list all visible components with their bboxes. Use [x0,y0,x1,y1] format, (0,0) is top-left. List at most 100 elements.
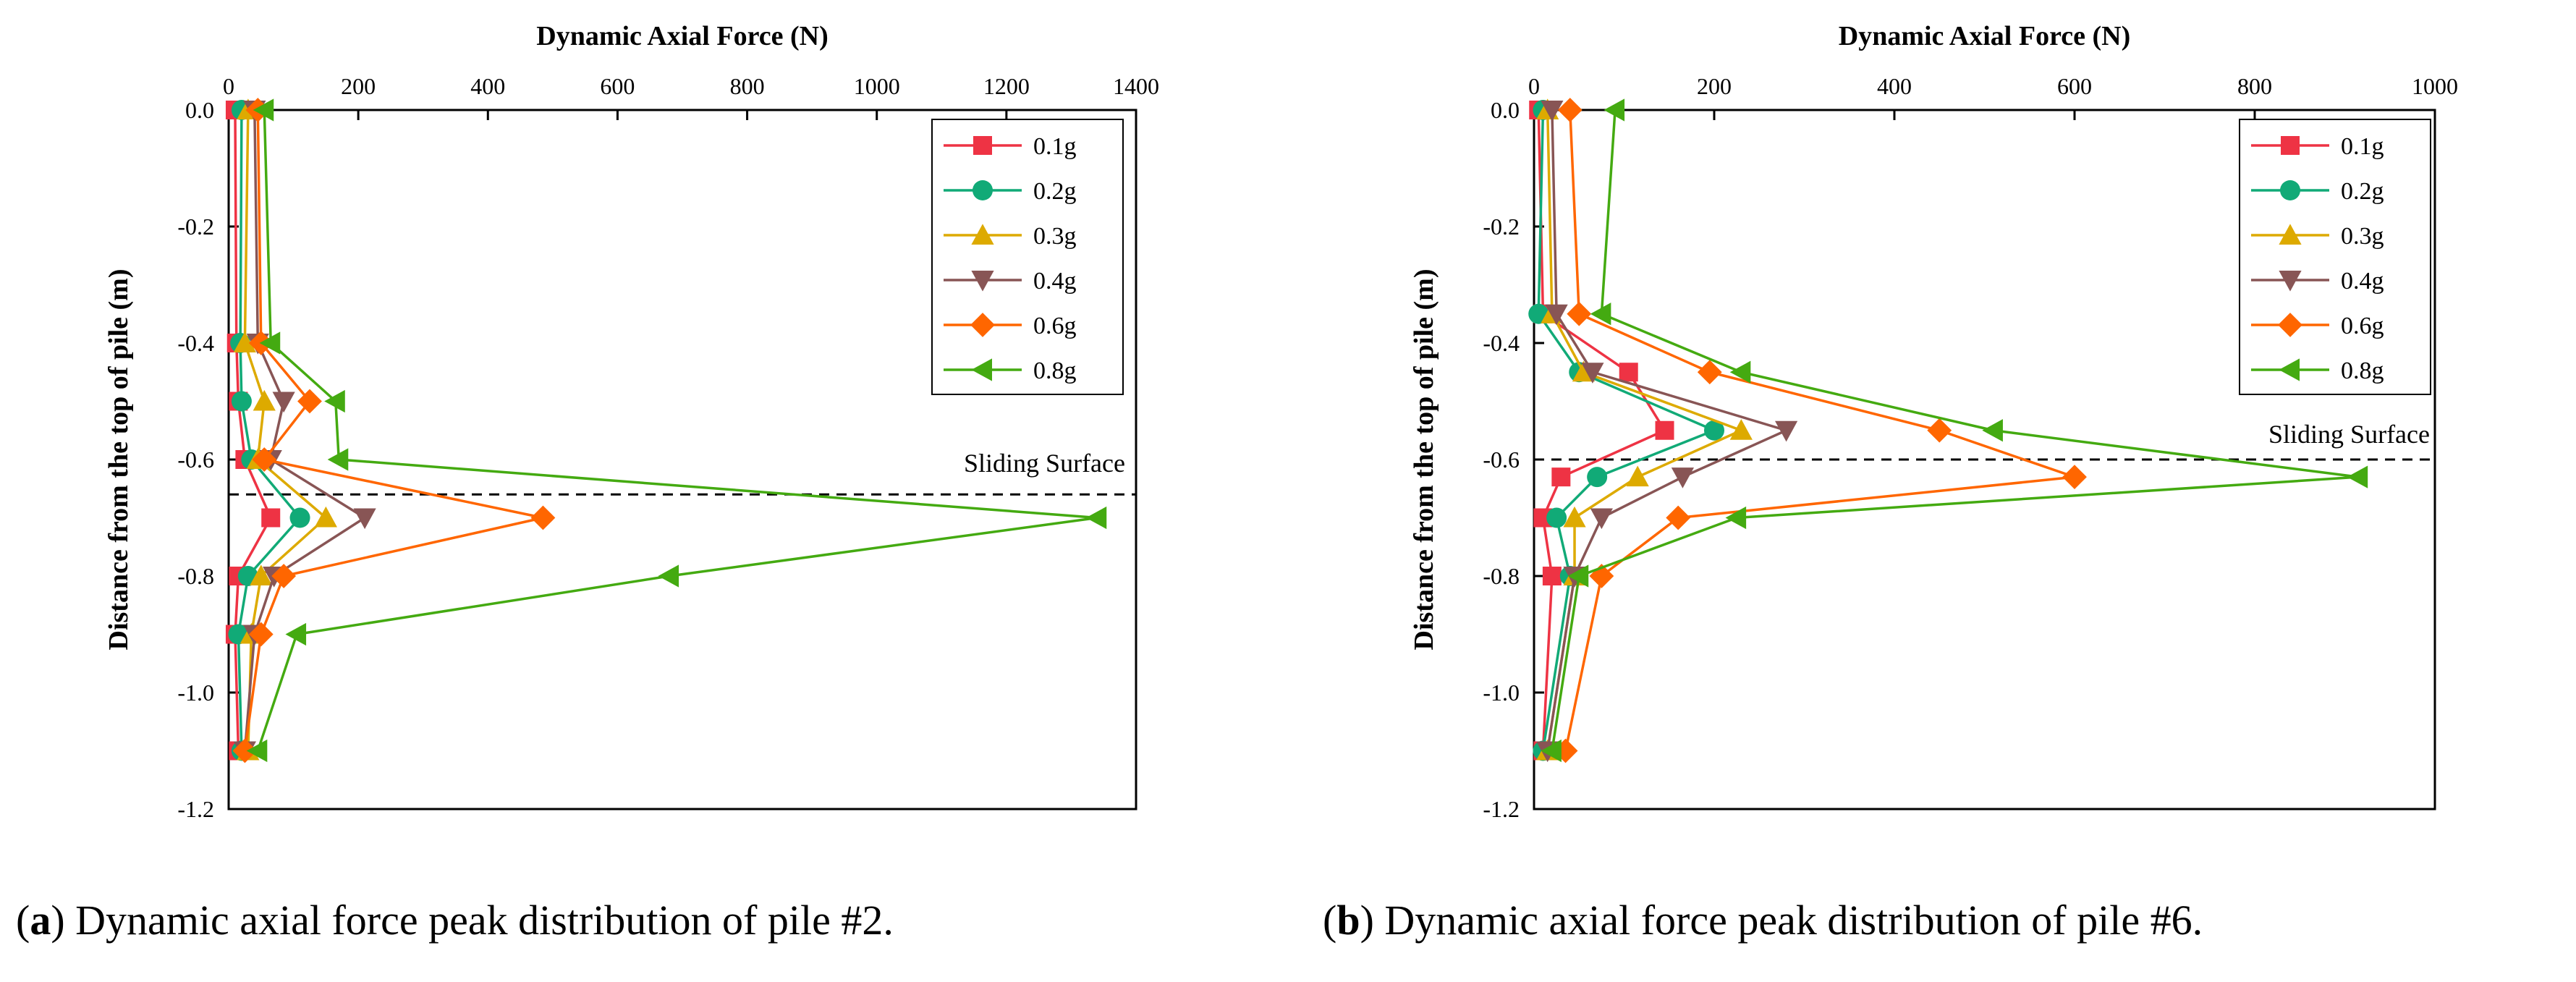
y-tick-label: -0.6 [1483,446,1520,473]
data-point-0.8g [1982,419,2003,442]
y-tick-label: 0.0 [1491,97,1520,123]
x-tick-label: 400 [1877,73,1912,99]
data-point-0.6g [1697,360,1722,385]
data-point-0.8g [246,739,268,763]
data-point-0.4g [272,391,295,413]
data-point-0.2g [231,391,252,412]
series-line-0.4g [243,109,366,751]
x-tick-label: 1000 [2412,73,2458,99]
data-point-0.4g [353,508,376,530]
legend-label-0.1g: 0.1g [2341,133,2384,160]
legend-label-0.3g: 0.3g [2341,223,2384,250]
y-tick-label: -0.8 [177,563,214,589]
data-point-0.8g [327,448,349,471]
caption-b-text: Dynamic axial force peak distribution of… [1384,897,2203,944]
data-point-0.1g [261,508,281,528]
y-axis-title: Distance from the top of pile (m) [103,269,134,651]
data-point-0.4g [1775,420,1798,442]
chart-panel-a: 0 200 400 600 800 1000 1200 1400 0.0 -0.2 -0.4 -0.6… [103,21,1159,822]
legend-label-0.6g: 0.6g [2341,313,2384,339]
legend-label-0.1g: 0.1g [1033,133,1077,160]
legend-label-0.4g: 0.4g [1033,268,1077,295]
sliding-surface-label: Sliding Surface [2268,420,2430,449]
y-tick-label: -1.0 [1483,680,1520,706]
data-point-0.8g [1729,360,1751,384]
legend-label-0.6g: 0.6g [1033,313,1077,339]
data-point-0.8g [1725,506,1747,530]
data-point-0.1g [1551,467,1571,487]
series-line-0.8g [1551,109,2360,751]
data-point-0.1g [1655,420,1674,440]
legend-box [931,119,1124,395]
legend-label-0.2g: 0.2g [1033,178,1077,205]
legend-marker-0.3g [2279,224,2302,245]
y-tick-label: -0.2 [1483,213,1520,240]
x-axis-title: Dynamic Axial Force (N) [1839,21,2131,51]
data-point-0.6g [271,564,297,588]
chart-panel-b: 0 200 400 600 800 1000 0.0 -0.2 -0.4 -0.6 -0.8 -1.0… [1409,21,2458,822]
data-point-0.6g [530,505,556,530]
legend-marker-0.6g [970,313,995,337]
x-tick-label: 1000 [854,73,900,99]
series-line-0.6g [1564,109,2076,751]
y-tick-label: -0.8 [1483,563,1520,589]
sliding-surface-label: Sliding Surface [964,449,1125,478]
data-point-0.3g [1626,465,1649,487]
legend-marker-0.6g [2278,313,2302,337]
data-point-0.8g [324,389,345,413]
y-tick-label: -0.4 [177,330,214,356]
data-point-0.6g [1666,505,1691,530]
caption-b-letter: b [1336,897,1360,944]
legend-marker-0.8g [971,358,992,381]
y-tick-label: -0.2 [177,213,214,240]
series-line-0.3g [243,109,328,751]
legend-marker-0.8g [2279,358,2300,381]
series-line-0.6g [243,109,545,751]
data-point-0.8g [1085,506,1107,530]
legend-marker-0.2g [2280,180,2300,200]
data-point-0.6g [248,622,274,647]
y-tick-label: -1.2 [177,796,214,822]
legend-label-0.4g: 0.4g [2341,268,2384,295]
x-tick-label: 600 [2057,73,2092,99]
x-tick-label: 1400 [1113,73,1159,99]
x-tick-label: 600 [600,73,635,99]
data-point-0.3g [314,506,337,528]
x-tick-label: 0 [223,73,234,99]
data-point-0.3g [1563,506,1586,528]
data-point-0.6g [1567,301,1592,326]
data-point-0.2g [1546,507,1567,528]
x-tick-label: 200 [1697,73,1732,99]
data-point-0.4g [1581,363,1604,384]
x-tick-label: 800 [730,73,765,99]
legend-marker-0.2g [973,180,993,200]
caption-a: (a) Dynamic axial force peak distributio… [16,897,894,944]
data-point-0.1g [1619,363,1638,382]
data-point-0.2g [1587,467,1608,488]
legend-marker-0.4g [2279,271,2302,292]
data-point-0.3g [1729,419,1753,440]
y-tick-label: -0.6 [177,446,214,473]
data-point-0.8g [1567,564,1589,588]
y-tick-label: -1.2 [1483,796,1520,822]
legend-label-0.2g: 0.2g [2341,178,2384,205]
x-tick-label: 0 [1528,73,1540,99]
x-tick-label: 800 [2237,73,2272,99]
data-point-0.4g [1671,467,1695,488]
data-point-0.8g [285,622,307,646]
series-line-0.8g [256,109,1099,752]
y-tick-label: -1.0 [177,680,214,706]
data-point-0.2g [289,507,310,528]
series-line-0.2g [1537,109,1716,751]
data-point-0.8g [253,98,274,122]
data-point-0.6g [232,738,258,763]
data-point-0.4g [1541,101,1564,122]
data-point-0.6g [252,447,277,472]
legend-box [2239,119,2431,395]
x-tick-label: 400 [470,73,505,99]
legend-label-0.3g: 0.3g [1033,223,1077,250]
data-point-0.8g [259,331,281,355]
data-point-0.2g [1704,420,1724,441]
x-tick-label: 1200 [983,73,1030,99]
